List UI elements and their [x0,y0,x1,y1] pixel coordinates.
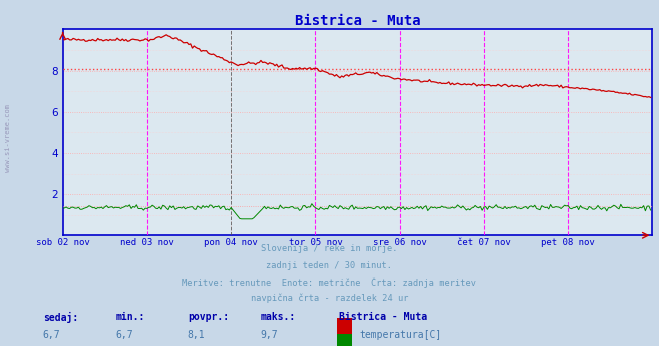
Text: navpična črta - razdelek 24 ur: navpična črta - razdelek 24 ur [251,294,408,303]
Title: Bistrica - Muta: Bistrica - Muta [295,14,420,28]
Text: Bistrica - Muta: Bistrica - Muta [339,312,428,322]
Text: zadnji teden / 30 minut.: zadnji teden / 30 minut. [266,261,393,270]
Text: sedaj:: sedaj: [43,312,78,323]
Text: min.:: min.: [115,312,145,322]
Text: 8,1: 8,1 [188,330,206,340]
Text: 6,7: 6,7 [115,330,133,340]
Text: Meritve: trenutne  Enote: metrične  Črta: zadnja meritev: Meritve: trenutne Enote: metrične Črta: … [183,277,476,288]
Text: www.si-vreme.com: www.si-vreme.com [5,104,11,172]
Text: maks.:: maks.: [260,312,295,322]
Text: 9,7: 9,7 [260,330,278,340]
Text: temperatura[C]: temperatura[C] [359,330,442,340]
Text: 6,7: 6,7 [43,330,61,340]
Text: povpr.:: povpr.: [188,312,229,322]
Text: Slovenija / reke in morje.: Slovenija / reke in morje. [261,244,398,253]
